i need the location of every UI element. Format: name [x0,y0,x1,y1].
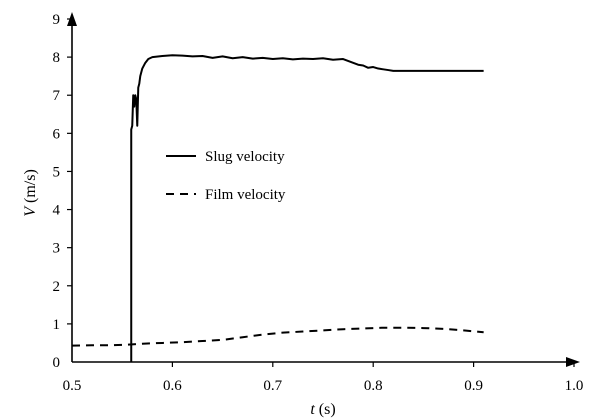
series-line-slug-velocity [130,54,484,362]
x-ticks: 0.5 0.6 0.7 0.8 0.9 1.0 [63,362,584,394]
y-tick-label: 7 [53,88,61,104]
x-tick-label: 0.8 [364,378,383,394]
y-tick-label: 6 [53,126,61,142]
y-tick-label: 4 [53,203,61,219]
y-tick-label: 9 [53,12,61,28]
series-line-film-velocity [71,326,484,347]
legend: Slug velocity Film velocity [166,149,286,203]
y-tick-label: 2 [53,279,61,295]
y-axis-label: V (m/s) [22,169,39,217]
x-axis-arrow [566,357,580,367]
x-axis-label-var: t [310,401,315,418]
series-layer [71,54,484,362]
legend-label-film-velocity: Film velocity [205,187,286,203]
x-axis-label: t (s) [310,401,335,418]
y-axis-label-var: V [22,205,39,217]
legend-label-slug-velocity: Slug velocity [205,149,285,165]
y-ticks: 0 1 2 3 4 5 6 7 8 9 [53,12,72,371]
y-tick-label: 1 [53,317,61,333]
x-tick-label: 1.0 [565,378,584,394]
x-tick-label: 0.6 [163,378,182,394]
y-tick-label: 5 [53,164,61,180]
x-tick-label: 0.5 [63,378,82,394]
x-tick-label: 0.7 [263,378,282,394]
y-tick-label: 0 [53,355,61,371]
y-tick-label: 8 [53,50,61,66]
y-axis-label-unit: (m/s) [22,169,39,207]
x-tick-label: 0.9 [464,378,483,394]
x-axis-label-unit: (s) [315,401,336,418]
y-tick-label: 3 [53,241,61,257]
